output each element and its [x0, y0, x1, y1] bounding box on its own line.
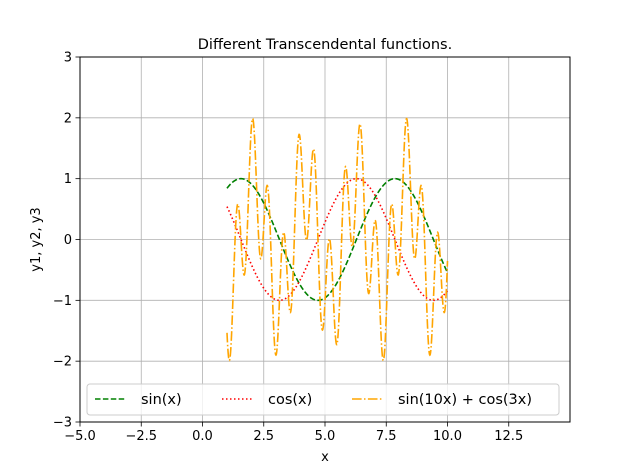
y-tick-label: −2	[53, 355, 72, 370]
x-tick-label: −2.5	[125, 429, 157, 444]
legend-label: sin(10x) + cos(3x)	[398, 392, 532, 408]
x-axis-ticks: −5.0 −2.5 0.0 2.5 5.0 7.5 10.0 12.5	[64, 422, 523, 444]
x-tick-label: 5.0	[315, 429, 336, 444]
legend-box	[86, 383, 560, 416]
series-layer	[226, 117, 449, 362]
x-tick-label: 7.5	[376, 429, 397, 444]
y-tick-label: 1	[64, 172, 72, 187]
x-tick-label: 0.0	[192, 429, 213, 444]
legend: sin(x) cos(x) sin(10x) + cos(3x)	[86, 383, 560, 416]
legend-label: cos(x)	[268, 392, 312, 408]
y-tick-label: −1	[53, 294, 72, 309]
series-line	[226, 117, 449, 362]
y-tick-label: 2	[64, 111, 72, 126]
series-line	[226, 177, 449, 302]
y-axis-ticks: −3 −2 −1 0 1 2 3	[53, 51, 80, 431]
y-tick-label: 3	[64, 51, 72, 66]
legend-label: sin(x)	[141, 392, 182, 408]
y-tick-label: −3	[53, 416, 72, 431]
x-tick-label: −5.0	[64, 429, 96, 444]
y-axis-label: y1, y2, y3	[29, 207, 44, 271]
x-tick-label: 2.5	[253, 429, 274, 444]
x-tick-label: 10.0	[433, 429, 462, 444]
x-axis-label: x	[321, 450, 329, 465]
x-tick-label: 12.5	[494, 429, 523, 444]
chart-title: Different Transcendental functions.	[198, 37, 452, 53]
y-tick-label: 0	[64, 233, 72, 248]
